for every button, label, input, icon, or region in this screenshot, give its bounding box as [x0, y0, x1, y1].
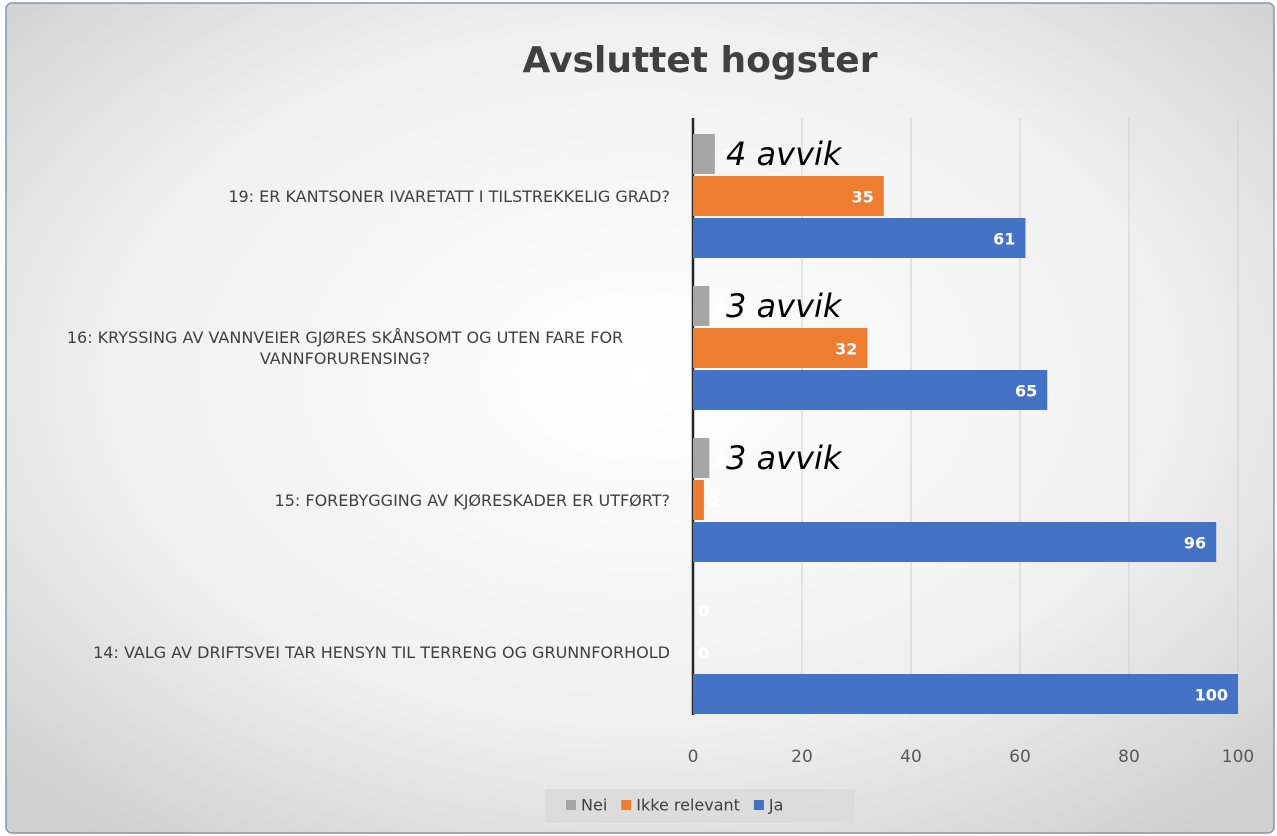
data-label: 32 — [835, 340, 857, 359]
legend-label: Ja — [768, 796, 784, 815]
bar — [693, 674, 1238, 714]
y-tick-label-box: 16: KRYSSING AV VANNVEIER GJØRES SKÅNSOM… — [66, 328, 624, 368]
legend-label: Ikke relevant — [636, 796, 740, 815]
bar — [693, 480, 704, 520]
data-label: 3 — [714, 298, 725, 317]
bar — [693, 286, 710, 326]
data-label: 100 — [1195, 686, 1228, 705]
bar — [693, 176, 884, 216]
y-tick-label-box: 15: FOREBYGGING AV KJØRESKADER ER UTFØRT… — [274, 490, 670, 510]
x-tick-label: 100 — [1222, 747, 1254, 767]
bar — [693, 218, 1026, 258]
y-tick-label: 15: FOREBYGGING AV KJØRESKADER ER UTFØRT… — [274, 490, 670, 510]
x-tick-label: 0 — [688, 747, 699, 767]
annotation: 3 avvik — [726, 439, 843, 477]
legend-label: Nei — [581, 796, 607, 815]
y-tick-label-box: 19: ER KANTSONER IVARETATT I TILSTREKKEL… — [228, 186, 670, 206]
data-label: 65 — [1015, 382, 1037, 401]
x-tick-label: 80 — [1118, 747, 1140, 767]
annotation: 3 avvik — [726, 287, 843, 325]
legend-box — [545, 789, 855, 823]
y-tick-label-box: 14: VALG AV DRIFTSVEI TAR HENSYN TIL TER… — [93, 642, 670, 662]
y-tick-label: 16: KRYSSING AV VANNVEIER GJØRES SKÅNSOM… — [66, 328, 624, 368]
bar — [693, 134, 715, 174]
data-label: 3 — [714, 450, 725, 469]
bar — [693, 370, 1048, 410]
bar — [693, 522, 1217, 562]
legend-swatch — [621, 800, 632, 810]
y-tick-label: 14: VALG AV DRIFTSVEI TAR HENSYN TIL TER… — [93, 642, 670, 662]
legend-swatch — [753, 800, 764, 810]
data-label: 0 — [698, 644, 709, 663]
chart-frame — [5, 2, 1275, 834]
x-tick-label: 40 — [900, 747, 922, 767]
bar — [693, 438, 710, 478]
bar — [693, 328, 868, 368]
data-label: 35 — [851, 188, 873, 207]
data-label: 0 — [698, 602, 709, 621]
data-label: 61 — [993, 230, 1015, 249]
data-label: 96 — [1184, 534, 1206, 553]
data-label: 4 — [720, 146, 731, 165]
data-label: 2 — [709, 492, 720, 511]
y-tick-label: 19: ER KANTSONER IVARETATT I TILSTREKKEL… — [228, 186, 670, 206]
legend-swatch — [566, 800, 576, 810]
annotation: 4 avvik — [726, 135, 843, 173]
chart-title: Avsluttet hogster — [523, 40, 878, 81]
x-tick-label: 20 — [791, 747, 813, 767]
x-tick-label: 60 — [1009, 747, 1031, 767]
